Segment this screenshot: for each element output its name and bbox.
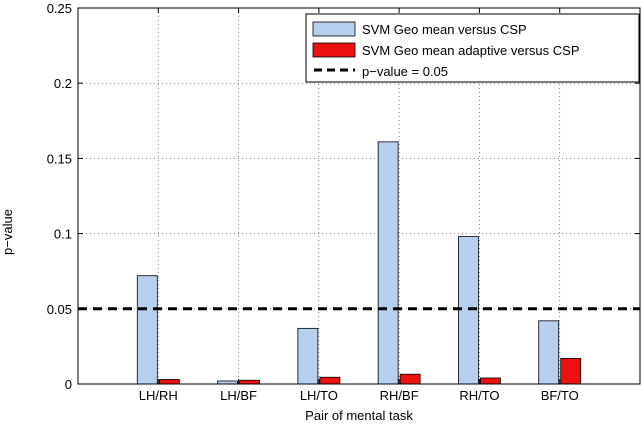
bar-series-2 <box>399 373 421 385</box>
legend-box <box>305 13 640 83</box>
bar-series-1 <box>458 236 479 385</box>
y-tick-label: 0 <box>65 377 72 392</box>
x-tick-labels: LH/RH LH/BF LH/TO RH/BF RH/TO BF/TO <box>139 388 579 403</box>
x-tick-label: LH/TO <box>300 388 338 403</box>
legend-swatch-series-1 <box>312 21 356 37</box>
axis-ticks <box>78 7 640 385</box>
legend-label-reference-line: p−value = 0.05 <box>362 64 448 79</box>
y-tick-label: 0.25 <box>47 1 72 16</box>
y-tick-label: 0.2 <box>54 76 72 91</box>
x-tick-label: RH/TO <box>459 388 499 403</box>
bar-series-2 <box>158 379 180 385</box>
y-tick-labels: 0 0.05 0.1 0.15 0.2 0.25 <box>47 1 72 392</box>
x-tick-label: RH/BF <box>380 388 419 403</box>
grid-lines <box>78 8 640 384</box>
axes-frame <box>77 7 641 385</box>
bars <box>136 141 582 385</box>
x-tick-label: BF/TO <box>541 388 579 403</box>
bar-series-2 <box>319 376 341 385</box>
bar-series-1 <box>136 275 158 385</box>
legend: SVM Geo mean versus CSP SVM Geo mean ada… <box>305 13 640 83</box>
legend-label-series-1: SVM Geo mean versus CSP <box>362 22 527 37</box>
y-axis-label: p−value <box>0 209 15 255</box>
x-tick-label: LH/BF <box>220 388 257 403</box>
bar-series-1 <box>538 320 560 385</box>
bar-series-2 <box>480 377 501 385</box>
bar-series-1 <box>297 327 319 385</box>
y-tick-label: 0.05 <box>47 302 72 317</box>
legend-swatch-series-2 <box>312 42 356 58</box>
bar-series-2 <box>239 379 260 385</box>
x-tick-label: LH/RH <box>139 388 178 403</box>
x-axis-label: Pair of mental task <box>305 408 413 423</box>
legend-label-series-2: SVM Geo mean adaptive versus CSP <box>362 43 580 58</box>
bar-series-1 <box>377 141 399 385</box>
bar-series-2 <box>560 358 582 385</box>
y-tick-label: 0.15 <box>47 151 72 166</box>
y-tick-label: 0.1 <box>54 227 72 242</box>
